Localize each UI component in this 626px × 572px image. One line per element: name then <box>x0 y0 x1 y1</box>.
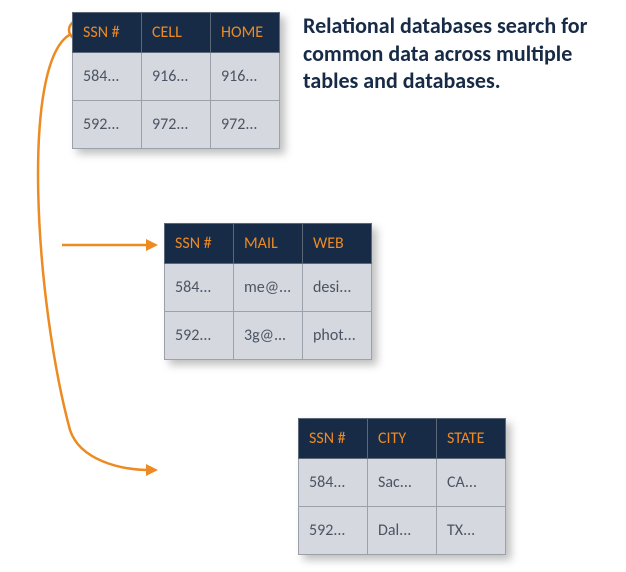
table-cell: desi... <box>303 264 372 312</box>
table-row: 592...3g@...phot... <box>165 312 372 360</box>
db-table-phones: SSN #CELLHOME584...916...916...592...972… <box>72 12 280 149</box>
col-header: WEB <box>303 224 372 264</box>
col-header: SSN # <box>73 13 142 53</box>
col-header: CELL <box>142 13 211 53</box>
diagram-caption: Relational databases search for common d… <box>303 12 613 95</box>
col-header: STATE <box>437 419 506 459</box>
table-cell: 972... <box>211 101 280 149</box>
db-table-address: SSN #CITYSTATE584...Sac...CA...592...Dal… <box>298 418 506 555</box>
table-row: 592...Dal...TX... <box>299 507 506 555</box>
table-row: 592...972...972... <box>73 101 280 149</box>
table-cell: 592... <box>73 101 142 149</box>
arrowhead-icon <box>146 464 158 476</box>
table-cell: 584... <box>73 53 142 101</box>
arrowhead-icon <box>146 239 158 251</box>
table-cell: 916... <box>142 53 211 101</box>
db-table-email: SSN #MAILWEB584...me@...desi...592...3g@… <box>164 223 372 360</box>
col-header: MAIL <box>234 224 303 264</box>
table-cell: me@... <box>234 264 303 312</box>
table-cell: TX... <box>437 507 506 555</box>
col-header: SSN # <box>299 419 368 459</box>
table-row: 584...916...916... <box>73 53 280 101</box>
table-cell: 584... <box>299 459 368 507</box>
table-cell: Dal... <box>368 507 437 555</box>
table-row: 584...me@...desi... <box>165 264 372 312</box>
table-cell: 916... <box>211 53 280 101</box>
table-row: 584...Sac...CA... <box>299 459 506 507</box>
col-header: SSN # <box>165 224 234 264</box>
table-cell: 972... <box>142 101 211 149</box>
table-cell: 584... <box>165 264 234 312</box>
table-cell: 592... <box>299 507 368 555</box>
col-header: HOME <box>211 13 280 53</box>
table-cell: phot... <box>303 312 372 360</box>
table-cell: 592... <box>165 312 234 360</box>
table-cell: Sac... <box>368 459 437 507</box>
table-cell: 3g@... <box>234 312 303 360</box>
table-cell: CA... <box>437 459 506 507</box>
col-header: CITY <box>368 419 437 459</box>
